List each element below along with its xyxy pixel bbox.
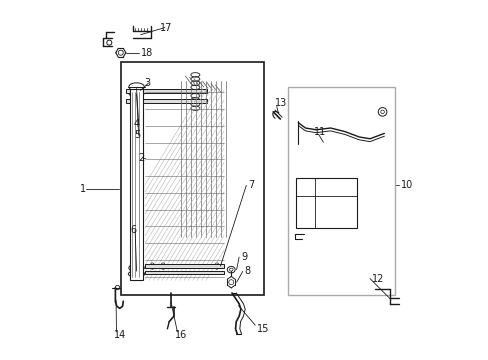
Text: 5: 5 [134, 130, 140, 140]
Ellipse shape [128, 271, 144, 277]
Bar [145, 271, 224, 274]
Circle shape [336, 188, 341, 193]
Text: 17: 17 [160, 23, 172, 33]
Bar [287, 87, 394, 295]
Ellipse shape [297, 213, 305, 219]
Text: 7: 7 [247, 180, 254, 190]
Text: 11: 11 [314, 127, 326, 136]
Bar [126, 99, 206, 103]
Text: 13: 13 [274, 98, 286, 108]
Circle shape [378, 108, 386, 116]
Circle shape [118, 50, 123, 55]
Ellipse shape [214, 263, 219, 269]
Bar [121, 62, 264, 295]
Circle shape [228, 280, 233, 285]
Circle shape [380, 110, 384, 114]
Ellipse shape [161, 263, 165, 269]
Ellipse shape [227, 266, 235, 273]
Bar [126, 89, 206, 93]
Text: 2: 2 [139, 153, 144, 163]
Text: 10: 10 [400, 180, 412, 190]
Ellipse shape [129, 91, 143, 97]
Circle shape [316, 207, 323, 214]
Circle shape [301, 206, 309, 215]
Circle shape [115, 285, 120, 290]
Text: 14: 14 [113, 330, 125, 340]
Circle shape [303, 188, 307, 193]
Text: 6: 6 [130, 225, 136, 235]
Text: 18: 18 [140, 48, 152, 58]
Bar [129, 89, 143, 280]
Text: 1: 1 [80, 184, 85, 194]
Text: 8: 8 [244, 266, 250, 276]
Ellipse shape [128, 264, 144, 272]
Text: 9: 9 [241, 252, 246, 262]
Ellipse shape [300, 215, 303, 217]
Text: 12: 12 [371, 274, 384, 284]
Ellipse shape [329, 219, 338, 225]
Bar [145, 264, 224, 268]
Ellipse shape [150, 263, 154, 269]
Text: 15: 15 [257, 324, 269, 334]
Bar [296, 178, 357, 228]
Text: 3: 3 [144, 78, 150, 88]
Ellipse shape [229, 268, 233, 271]
Text: 4: 4 [134, 120, 140, 129]
Ellipse shape [128, 83, 144, 91]
Circle shape [106, 40, 112, 45]
Text: 16: 16 [174, 330, 186, 340]
